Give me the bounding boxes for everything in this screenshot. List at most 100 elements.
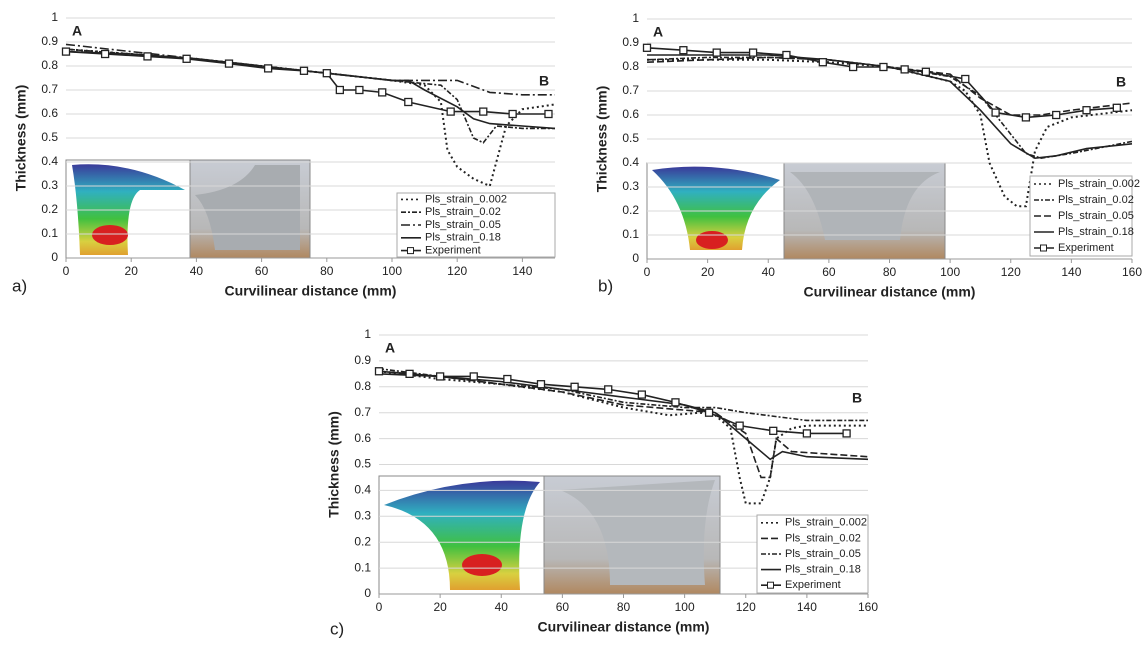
- x-tick-label: 80: [320, 264, 334, 278]
- panel-label: a): [12, 276, 27, 295]
- legend-label: Pls_strain_0.002: [785, 517, 867, 529]
- y-tick-label: 0: [632, 251, 639, 265]
- y-tick-label: 0: [51, 250, 58, 264]
- y-tick-label: 0.4: [41, 154, 58, 168]
- marker: [712, 48, 721, 57]
- marker: [748, 48, 758, 57]
- y-tick-label: 0.9: [41, 34, 58, 48]
- panel-label: b): [598, 276, 613, 295]
- x-tick-label: 60: [556, 600, 570, 614]
- y-tick-label: 0.5: [41, 130, 58, 144]
- x-axis-label: Curvilinear distance (mm): [225, 283, 397, 299]
- y-tick-label: 0.9: [622, 35, 639, 49]
- y-tick-label: 0.9: [354, 353, 371, 367]
- series-line: [65, 50, 556, 130]
- y-tick-label: 0.8: [354, 379, 371, 393]
- marker: [782, 50, 791, 60]
- legend-marker: [767, 581, 774, 589]
- x-tick-label: 40: [190, 264, 204, 278]
- series-line: [647, 54, 1133, 160]
- series-line: [646, 56, 1133, 160]
- y-axis-label: Thickness (mm): [594, 86, 610, 193]
- y-tick-label: 0.4: [354, 483, 371, 497]
- marker: [1112, 103, 1121, 112]
- marker: [335, 85, 344, 95]
- marker: [224, 59, 234, 68]
- series-line: [646, 47, 1117, 119]
- marker: [921, 67, 931, 76]
- inset-a: [65, 159, 311, 259]
- marker: [842, 429, 851, 438]
- panel-label: c): [330, 619, 344, 638]
- x-axis-label: Curvilinear distance (mm): [538, 619, 710, 635]
- marker: [143, 52, 152, 61]
- chart: 0 0.1 0.2 0.3 0.4 0.5 0.6 0.7 0.8 0.9 1 0 20 40 60 80 10…: [326, 327, 879, 638]
- x-tick-label: 20: [701, 265, 715, 279]
- legend-label: Pls_strain_0.18: [785, 564, 861, 576]
- y-tick-label: 1: [51, 10, 58, 24]
- legend-label: Experiment: [1058, 242, 1114, 254]
- marker: [570, 382, 579, 391]
- y-tick-label: 0.8: [41, 58, 58, 72]
- marker: [299, 66, 309, 75]
- legend-label: Pls_strain_0.02: [785, 532, 861, 544]
- legend-label: Pls_strain_0.18: [425, 232, 501, 244]
- marker: [544, 109, 553, 119]
- series-line: [647, 58, 1133, 208]
- marker: [704, 408, 714, 417]
- y-tick-label: 1: [364, 327, 371, 341]
- legend-label: Experiment: [425, 245, 481, 257]
- y-tick-label: 0.5: [622, 131, 639, 145]
- marker: [642, 43, 652, 52]
- chart: 0 0.1 0.2 0.3 0.4 0.5 0.6 0.7 0.8 0.9 1 0 20 40 60 80 10…: [12, 10, 556, 299]
- x-axis-label: Curvilinear distance (mm): [804, 284, 976, 300]
- y-tick-label: 0.8: [622, 59, 639, 73]
- x-tick-label: 80: [883, 265, 897, 279]
- y-tick-label: 1: [632, 11, 639, 25]
- y-tick-label: 0.2: [622, 203, 639, 217]
- marker: [404, 97, 413, 107]
- legend-label: Pls_strain_0.02: [425, 206, 501, 218]
- annotation: A: [385, 340, 395, 356]
- legend-marker: [407, 247, 414, 255]
- y-tick-label: 0.1: [622, 227, 639, 241]
- marker: [818, 58, 827, 67]
- marker: [604, 385, 613, 394]
- legend-label: Pls_strain_0.002: [425, 193, 507, 205]
- legend-label: Pls_strain_0.002: [1058, 178, 1140, 190]
- x-tick-label: 140: [512, 264, 532, 278]
- marker: [263, 64, 273, 73]
- x-tick-label: 100: [382, 264, 402, 278]
- series-line: [65, 50, 549, 115]
- marker: [378, 88, 387, 97]
- y-tick-label: 0.7: [622, 83, 639, 97]
- x-tick-label: 120: [1001, 265, 1021, 279]
- x-tick-label: 120: [447, 264, 467, 278]
- inset-c: [378, 475, 721, 595]
- marker: [405, 369, 414, 379]
- series-line: [378, 370, 868, 505]
- y-tick-label: 0.2: [41, 202, 58, 216]
- marker: [182, 54, 191, 63]
- legend-label: Pls_strain_0.05: [785, 548, 861, 560]
- y-tick-label: 0.3: [41, 178, 58, 192]
- y-tick-label: 0.3: [622, 179, 639, 193]
- marker: [1021, 113, 1031, 122]
- x-tick-label: 40: [762, 265, 776, 279]
- y-tick-label: 0.7: [41, 82, 58, 96]
- legend-label: Pls_strain_0.05: [1058, 210, 1134, 222]
- marker: [769, 426, 778, 435]
- x-tick-label: 120: [736, 600, 756, 614]
- marker: [671, 398, 680, 407]
- marker: [961, 74, 970, 84]
- x-tick-label: 140: [797, 600, 817, 614]
- legend-label: Pls_strain_0.05: [425, 219, 501, 231]
- marker: [1052, 110, 1061, 120]
- legend-label: Pls_strain_0.02: [1058, 194, 1134, 206]
- marker: [679, 46, 688, 55]
- series-line: [65, 48, 555, 144]
- series-line: [65, 48, 556, 188]
- marker: [374, 367, 384, 376]
